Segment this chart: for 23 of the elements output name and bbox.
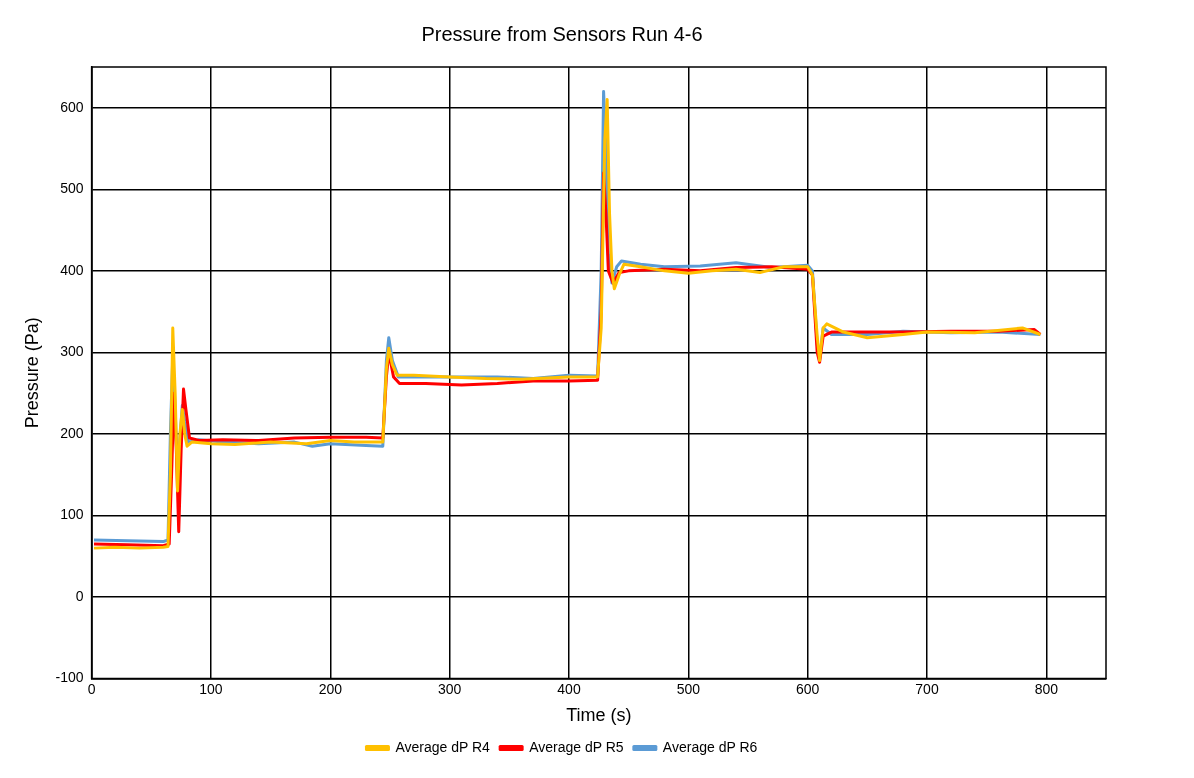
- legend-label: Average dP R6: [662, 738, 758, 755]
- y-tick-label: 500: [60, 180, 84, 197]
- x-tick-label: 800: [1034, 680, 1059, 697]
- x-axis-title: Time (s): [566, 705, 632, 726]
- y-tick-label: 0: [75, 587, 84, 604]
- x-tick-label: 500: [676, 680, 701, 697]
- x-tick-label: 400: [557, 680, 581, 697]
- x-tick-label: 200: [318, 680, 343, 697]
- legend-label: Average dP R4: [395, 738, 491, 755]
- y-tick-label: 300: [60, 343, 84, 360]
- y-tick-label: 200: [60, 424, 84, 441]
- x-tick-label: 300: [437, 680, 462, 697]
- x-tick-label: 600: [795, 680, 820, 697]
- y-tick-label: 400: [60, 261, 84, 278]
- x-tick-label: 100: [199, 680, 223, 697]
- x-tick-label: 700: [915, 680, 939, 697]
- chart-title: Pressure from Sensors Run 4-6: [421, 22, 703, 45]
- y-tick-label: 100: [60, 506, 84, 523]
- y-tick-label: -100: [55, 669, 84, 686]
- y-axis-title: Pressure (Pa): [21, 317, 42, 429]
- legend-label: Average dP R5: [529, 738, 624, 755]
- x-tick-label: 0: [87, 680, 96, 697]
- y-tick-label: 600: [60, 98, 84, 115]
